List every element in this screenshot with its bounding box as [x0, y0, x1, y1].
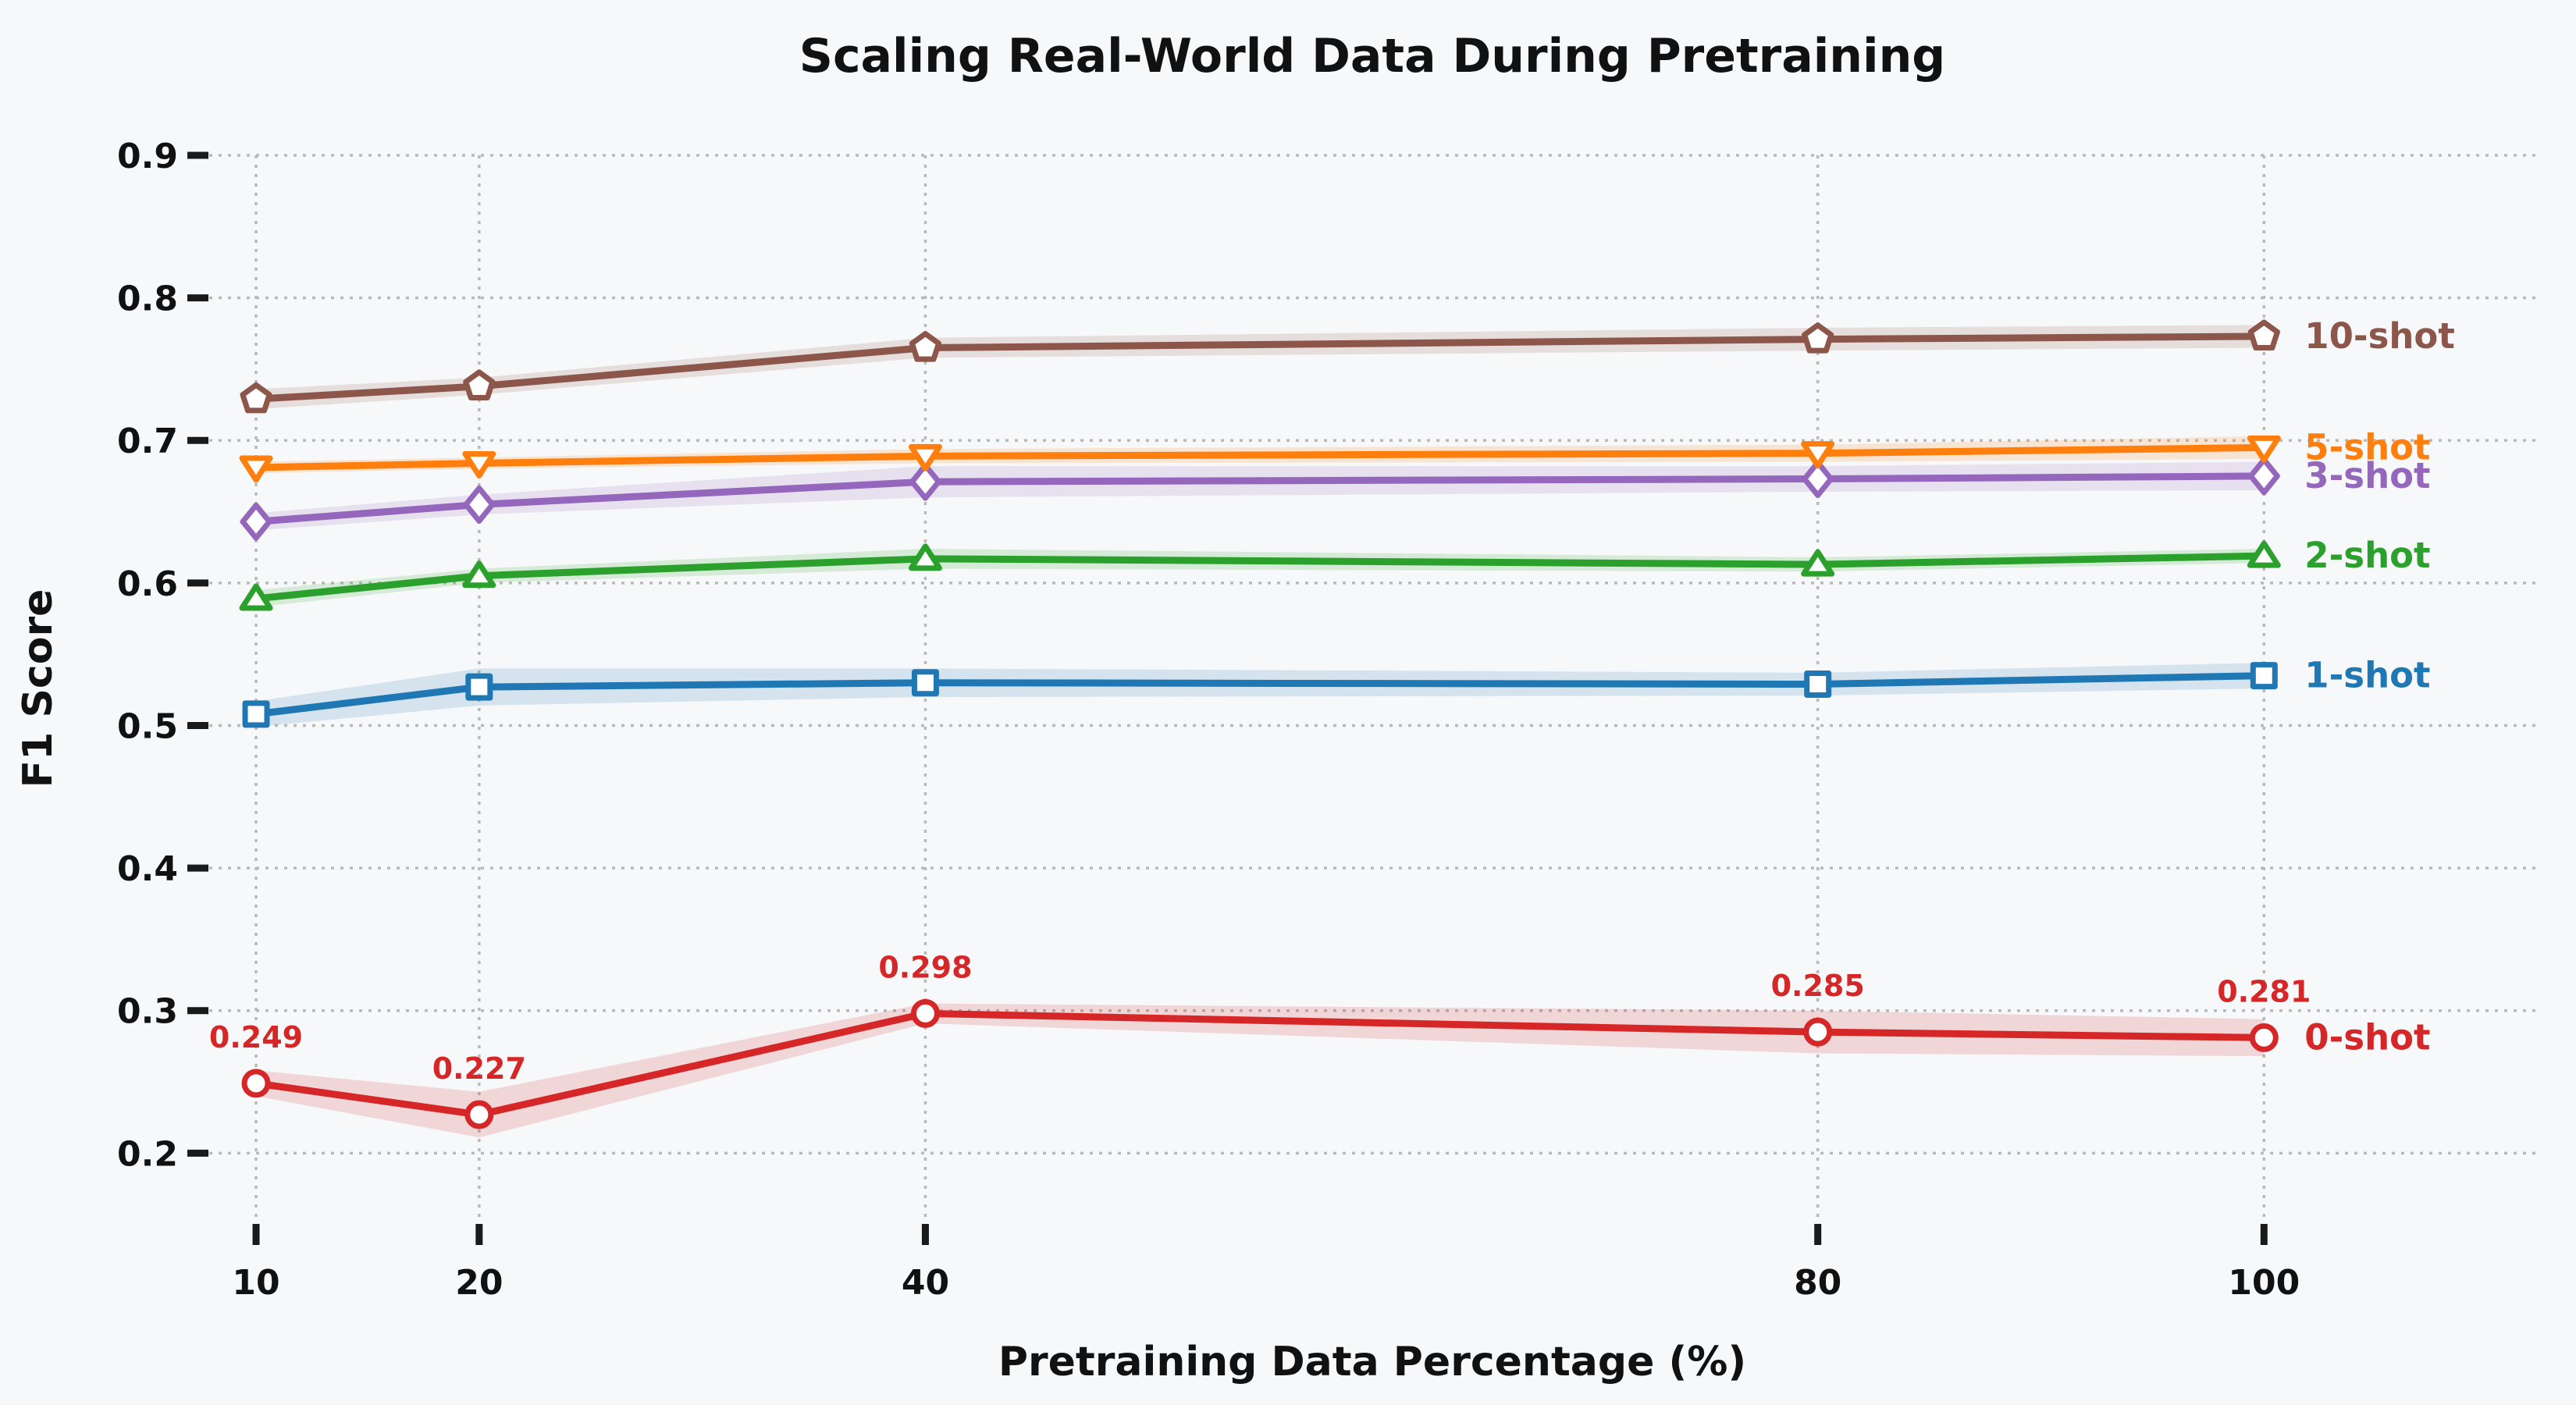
marker-1-shot-x100 — [2250, 662, 2278, 690]
x-tick-label-20: 20 — [455, 1263, 503, 1303]
marker-3-shot-x20 — [463, 485, 496, 524]
x-tick-label-40: 40 — [902, 1263, 949, 1303]
y-tick-label-0.7: 0.7 — [117, 422, 178, 461]
marker-0-shot-x80 — [1803, 1017, 1833, 1047]
marker-2-shot-x100 — [2247, 540, 2281, 568]
marker-1-shot-x80 — [1804, 670, 1832, 699]
series-label-2-shot: 2-shot — [2304, 535, 2430, 576]
marker-10-shot-x80 — [1802, 322, 1834, 354]
x-axis-label: Pretraining Data Percentage (%) — [998, 1339, 1746, 1385]
confidence-band-layer — [256, 325, 2265, 1138]
annotation-0-shot-x80: 0.285 — [1771, 969, 1865, 1003]
marker-2-shot-x20 — [462, 560, 496, 589]
annotation-0-shot-x100: 0.281 — [2217, 974, 2311, 1008]
confidence-band-3-shot — [256, 461, 2265, 531]
marker-2-shot-x80 — [1801, 549, 1835, 577]
annotation-0-shot-x40: 0.298 — [878, 950, 972, 984]
y-tick-label-0.6: 0.6 — [117, 564, 178, 604]
marker-5-shot-x20 — [462, 450, 496, 478]
marker-2-shot-x40 — [908, 543, 942, 571]
confidence-band-10-shot — [256, 325, 2265, 410]
marker-10-shot-x20 — [463, 369, 496, 400]
marker-10-shot-x40 — [909, 331, 942, 362]
marker-3-shot-x10 — [240, 502, 272, 541]
marker-0-shot-x100 — [2249, 1023, 2279, 1052]
marker-3-shot-x40 — [909, 462, 941, 501]
x-tick-label-10: 10 — [232, 1263, 279, 1303]
y-axis-label: F1 Score — [15, 589, 62, 788]
marker-3-shot-x100 — [2247, 457, 2280, 496]
marker-5-shot-x100 — [2247, 435, 2281, 463]
y-tick-label-0.2: 0.2 — [117, 1134, 178, 1174]
series-label-10-shot: 10-shot — [2304, 315, 2455, 357]
marker-layer — [239, 319, 2281, 1129]
marker-0-shot-x40 — [910, 998, 940, 1028]
y-tick-label-0.5: 0.5 — [117, 706, 178, 746]
series-label-1-shot: 1-shot — [2304, 655, 2430, 696]
y-tick-label-0.8: 0.8 — [117, 279, 178, 319]
series-label-5-shot: 5-shot — [2304, 426, 2430, 468]
marker-0-shot-x10 — [241, 1069, 271, 1098]
confidence-band-0-shot — [256, 1003, 2265, 1138]
marker-3-shot-x80 — [1802, 460, 1834, 499]
annotation-layer: 0.249 0.227 0.298 0.285 0.281 0-shot 1-shot 2-s… — [209, 315, 2455, 1086]
marker-5-shot-x10 — [239, 455, 273, 483]
grid-layer — [209, 154, 2536, 1222]
y-tick-label-0.9: 0.9 — [117, 137, 178, 176]
annotation-0-shot-x10: 0.249 — [209, 1020, 303, 1055]
marker-5-shot-x80 — [1801, 441, 1835, 469]
x-tick-label-80: 80 — [1794, 1263, 1841, 1303]
y-tick-label-0.3: 0.3 — [117, 992, 178, 1032]
marker-1-shot-x10 — [242, 700, 270, 728]
marker-2-shot-x10 — [239, 583, 273, 611]
marker-10-shot-x100 — [2247, 319, 2280, 351]
chart-title: Scaling Real-World Data During Pretraini… — [799, 29, 1945, 84]
series-label-0-shot: 0-shot — [2304, 1016, 2430, 1058]
tick-layer: 0.2 0.3 0.4 0.5 0.6 0.7 0.8 0.9 10 20 40 80 100 — [117, 137, 2300, 1303]
marker-0-shot-x20 — [464, 1100, 494, 1129]
annotation-0-shot-x20: 0.227 — [432, 1051, 526, 1086]
y-tick-label-0.4: 0.4 — [117, 849, 178, 889]
marker-1-shot-x40 — [911, 669, 939, 697]
marker-10-shot-x10 — [240, 382, 272, 414]
series-label-3-shot: 3-shot — [2304, 455, 2430, 496]
marker-5-shot-x40 — [908, 443, 942, 471]
confidence-band-1-shot — [256, 663, 2265, 727]
x-tick-label-100: 100 — [2228, 1263, 2300, 1303]
marker-1-shot-x20 — [465, 673, 493, 701]
